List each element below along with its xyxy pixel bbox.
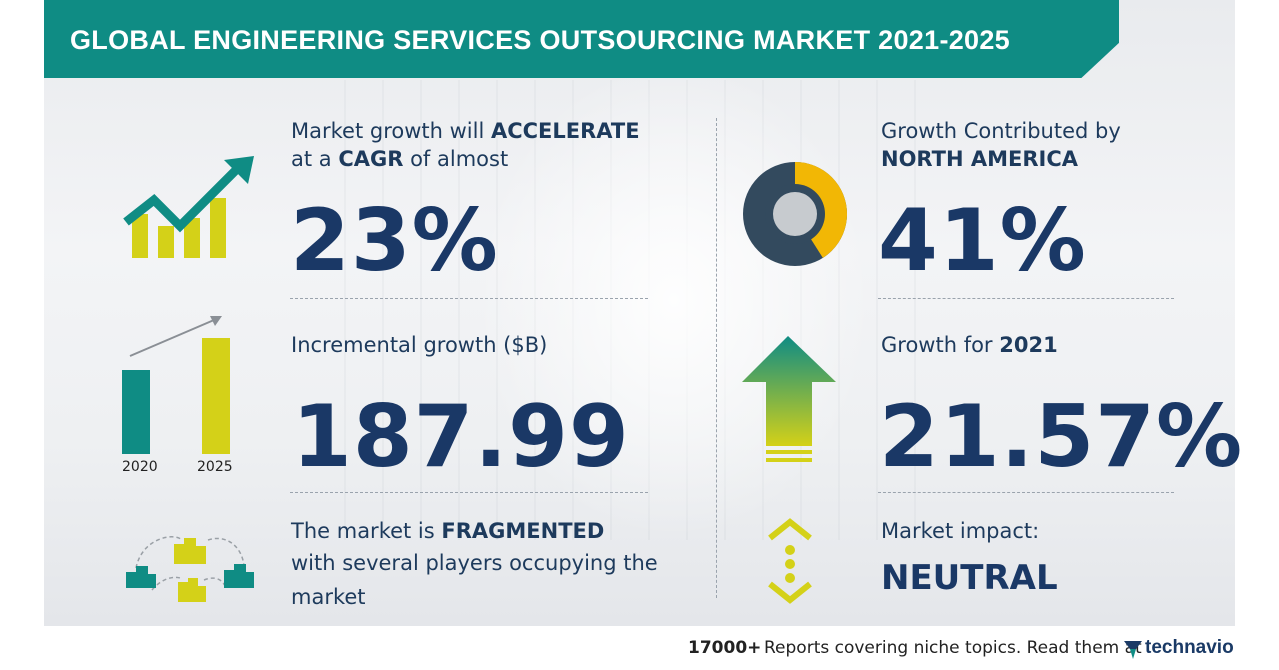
fragmented-line3: market	[291, 585, 366, 609]
cagr-label-line2: at a CAGR of almost	[291, 146, 508, 173]
growth-year-year: 2021	[999, 333, 1058, 357]
incremental-value: 187.99	[292, 387, 630, 487]
cagr-label-accelerate: ACCELERATE	[490, 119, 640, 143]
incremental-label: Incremental growth ($B)	[291, 333, 548, 357]
cagr-label-almost: of almost	[403, 147, 509, 171]
growth-year-value: 21.57%	[879, 387, 1244, 487]
region-donut-icon	[743, 162, 847, 266]
cagr-label-cagr: CAGR	[338, 147, 404, 171]
growth-year-prefix: Growth for	[881, 333, 1000, 357]
incremental-bars-icon	[122, 316, 230, 454]
column-divider	[716, 118, 717, 598]
cagr-label-at: at a	[291, 147, 339, 171]
technavio-link[interactable]: technavio	[1145, 637, 1234, 658]
title-banner	[44, 0, 1119, 78]
neutral-impact-icon	[768, 518, 812, 604]
divider-left-2	[290, 492, 648, 493]
footer-text: Reports covering niche topics. Read them…	[764, 638, 1142, 658]
growth-year-label: Growth for 2021	[881, 332, 1058, 359]
divider-left-1	[290, 298, 648, 299]
growth-chart-icon	[123, 156, 254, 258]
growth-arrow-icon	[742, 336, 836, 462]
technavio-logo-icon	[1124, 641, 1142, 659]
background-panel	[44, 0, 1235, 626]
cagr-label-prefix: Market growth will	[291, 119, 491, 143]
divider-right-1	[878, 298, 1174, 299]
page-title: GLOBAL ENGINEERING SERVICES OUTSOURCING …	[70, 25, 1010, 55]
market-players-icon	[126, 536, 254, 602]
fragmented-line2: with several players occupying the	[291, 551, 658, 575]
divider-right-2	[878, 492, 1174, 493]
region-label-line1: Growth Contributed by	[881, 119, 1121, 143]
impact-value: NEUTRAL	[881, 558, 1058, 598]
impact-label: Market impact:	[881, 519, 1040, 543]
fragmented-bold: FRAGMENTED	[441, 519, 605, 543]
bar-year-2020: 2020	[122, 459, 158, 475]
region-label-line2: NORTH AMERICA	[881, 147, 1079, 171]
footer-count: 17000+	[688, 638, 761, 658]
fragmented-prefix: The market is	[291, 519, 442, 543]
fragmented-line1: The market is FRAGMENTED	[291, 518, 604, 545]
region-value: 41%	[878, 191, 1087, 291]
footer-count-value: 17000+	[688, 638, 762, 658]
bar-year-2025: 2025	[197, 459, 233, 475]
cagr-value: 23%	[290, 191, 499, 291]
cagr-label-line1: Market growth will ACCELERATE	[291, 118, 640, 145]
